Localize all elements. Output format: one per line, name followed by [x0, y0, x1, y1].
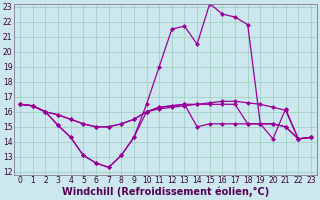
X-axis label: Windchill (Refroidissement éolien,°C): Windchill (Refroidissement éolien,°C): [62, 187, 269, 197]
